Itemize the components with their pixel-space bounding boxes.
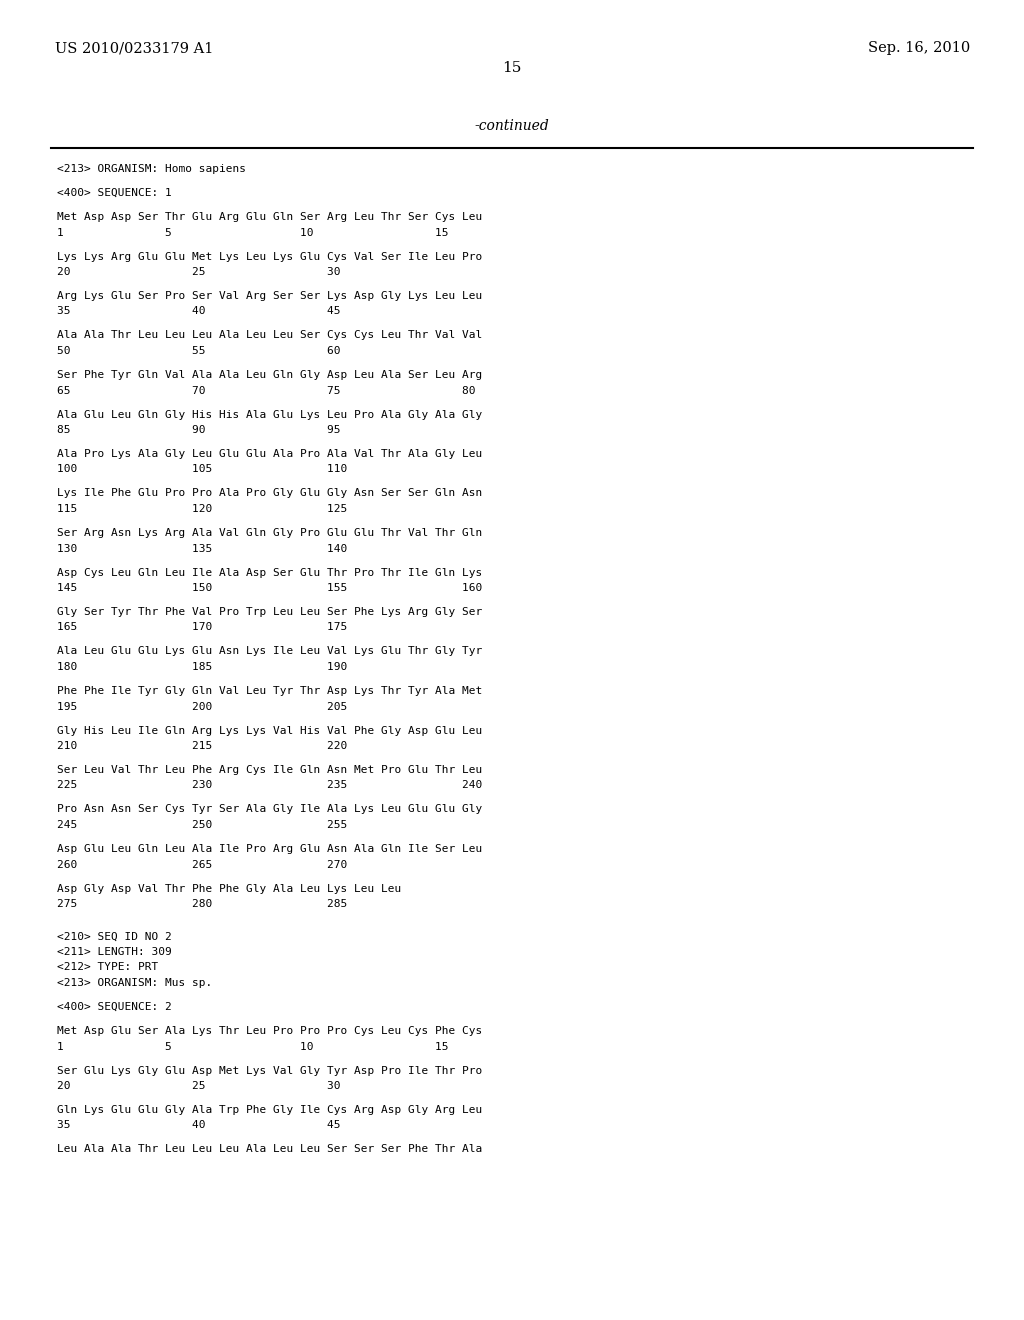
Text: 50                  55                  60: 50 55 60 [57,346,341,356]
Text: 195                 200                 205: 195 200 205 [57,701,347,711]
Text: 1               5                   10                  15: 1 5 10 15 [57,1041,449,1052]
Text: Gly His Leu Ile Gln Arg Lys Lys Val His Val Phe Gly Asp Glu Leu: Gly His Leu Ile Gln Arg Lys Lys Val His … [57,726,482,735]
Text: Met Asp Asp Ser Thr Glu Arg Glu Gln Ser Arg Leu Thr Ser Cys Leu: Met Asp Asp Ser Thr Glu Arg Glu Gln Ser … [57,213,482,222]
Text: 115                 120                 125: 115 120 125 [57,504,347,513]
Text: Ser Phe Tyr Gln Val Ala Ala Leu Gln Gly Asp Leu Ala Ser Leu Arg: Ser Phe Tyr Gln Val Ala Ala Leu Gln Gly … [57,370,482,380]
Text: Gly Ser Tyr Thr Phe Val Pro Trp Leu Leu Ser Phe Lys Arg Gly Ser: Gly Ser Tyr Thr Phe Val Pro Trp Leu Leu … [57,607,482,616]
Text: Phe Phe Ile Tyr Gly Gln Val Leu Tyr Thr Asp Lys Thr Tyr Ala Met: Phe Phe Ile Tyr Gly Gln Val Leu Tyr Thr … [57,686,482,696]
Text: 145                 150                 155                 160: 145 150 155 160 [57,583,482,593]
Text: Met Asp Glu Ser Ala Lys Thr Leu Pro Pro Pro Cys Leu Cys Phe Cys: Met Asp Glu Ser Ala Lys Thr Leu Pro Pro … [57,1026,482,1036]
Text: US 2010/0233179 A1: US 2010/0233179 A1 [55,41,213,55]
Text: <211> LENGTH: 309: <211> LENGTH: 309 [57,946,172,957]
Text: Ser Arg Asn Lys Arg Ala Val Gln Gly Pro Glu Glu Thr Val Thr Gln: Ser Arg Asn Lys Arg Ala Val Gln Gly Pro … [57,528,482,539]
Text: Lys Ile Phe Glu Pro Pro Ala Pro Gly Glu Gly Asn Ser Ser Gln Asn: Lys Ile Phe Glu Pro Pro Ala Pro Gly Glu … [57,488,482,499]
Text: 165                 170                 175: 165 170 175 [57,623,347,632]
Text: Leu Ala Ala Thr Leu Leu Leu Ala Leu Leu Ser Ser Ser Phe Thr Ala: Leu Ala Ala Thr Leu Leu Leu Ala Leu Leu … [57,1144,482,1155]
Text: 210                 215                 220: 210 215 220 [57,741,347,751]
Text: 275                 280                 285: 275 280 285 [57,899,347,909]
Text: Pro Asn Asn Ser Cys Tyr Ser Ala Gly Ile Ala Lys Leu Glu Glu Gly: Pro Asn Asn Ser Cys Tyr Ser Ala Gly Ile … [57,804,482,814]
Text: 180                 185                 190: 180 185 190 [57,663,347,672]
Text: Ser Glu Lys Gly Glu Asp Met Lys Val Gly Tyr Asp Pro Ile Thr Pro: Ser Glu Lys Gly Glu Asp Met Lys Val Gly … [57,1065,482,1076]
Text: <213> ORGANISM: Mus sp.: <213> ORGANISM: Mus sp. [57,978,212,987]
Text: 35                  40                  45: 35 40 45 [57,1121,341,1130]
Text: <210> SEQ ID NO 2: <210> SEQ ID NO 2 [57,932,172,941]
Text: 35                  40                  45: 35 40 45 [57,306,341,317]
Text: 245                 250                 255: 245 250 255 [57,820,347,830]
Text: -continued: -continued [475,119,549,133]
Text: 85                  90                  95: 85 90 95 [57,425,341,436]
Text: 260                 265                 270: 260 265 270 [57,859,347,870]
Text: 20                  25                  30: 20 25 30 [57,267,341,277]
Text: 65                  70                  75                  80: 65 70 75 80 [57,385,475,396]
Text: 20                  25                  30: 20 25 30 [57,1081,341,1092]
Text: Ala Pro Lys Ala Gly Leu Glu Glu Ala Pro Ala Val Thr Ala Gly Leu: Ala Pro Lys Ala Gly Leu Glu Glu Ala Pro … [57,449,482,459]
Text: Ala Leu Glu Glu Lys Glu Asn Lys Ile Leu Val Lys Glu Thr Gly Tyr: Ala Leu Glu Glu Lys Glu Asn Lys Ile Leu … [57,647,482,656]
Text: 130                 135                 140: 130 135 140 [57,544,347,553]
Text: Gln Lys Glu Glu Gly Ala Trp Phe Gly Ile Cys Arg Asp Gly Arg Leu: Gln Lys Glu Glu Gly Ala Trp Phe Gly Ile … [57,1105,482,1115]
Text: Ser Leu Val Thr Leu Phe Arg Cys Ile Gln Asn Met Pro Glu Thr Leu: Ser Leu Val Thr Leu Phe Arg Cys Ile Gln … [57,766,482,775]
Text: 1               5                   10                  15: 1 5 10 15 [57,227,449,238]
Text: Asp Cys Leu Gln Leu Ile Ala Asp Ser Glu Thr Pro Thr Ile Gln Lys: Asp Cys Leu Gln Leu Ile Ala Asp Ser Glu … [57,568,482,578]
Text: Sep. 16, 2010: Sep. 16, 2010 [867,41,970,55]
Text: Asp Gly Asp Val Thr Phe Phe Gly Ala Leu Lys Leu Leu: Asp Gly Asp Val Thr Phe Phe Gly Ala Leu … [57,883,401,894]
Text: 15: 15 [503,61,521,75]
Text: <400> SEQUENCE: 2: <400> SEQUENCE: 2 [57,1002,172,1012]
Text: 100                 105                 110: 100 105 110 [57,465,347,474]
Text: <212> TYPE: PRT: <212> TYPE: PRT [57,962,159,973]
Text: Asp Glu Leu Gln Leu Ala Ile Pro Arg Glu Asn Ala Gln Ile Ser Leu: Asp Glu Leu Gln Leu Ala Ile Pro Arg Glu … [57,843,482,854]
Text: Arg Lys Glu Ser Pro Ser Val Arg Ser Ser Lys Asp Gly Lys Leu Leu: Arg Lys Glu Ser Pro Ser Val Arg Ser Ser … [57,290,482,301]
Text: Ala Glu Leu Gln Gly His His Ala Glu Lys Leu Pro Ala Gly Ala Gly: Ala Glu Leu Gln Gly His His Ala Glu Lys … [57,409,482,420]
Text: <400> SEQUENCE: 1: <400> SEQUENCE: 1 [57,187,172,198]
Text: Lys Lys Arg Glu Glu Met Lys Leu Lys Glu Cys Val Ser Ile Leu Pro: Lys Lys Arg Glu Glu Met Lys Leu Lys Glu … [57,252,482,261]
Text: <213> ORGANISM: Homo sapiens: <213> ORGANISM: Homo sapiens [57,164,246,174]
Text: 225                 230                 235                 240: 225 230 235 240 [57,780,482,791]
Text: Ala Ala Thr Leu Leu Leu Ala Leu Leu Ser Cys Cys Leu Thr Val Val: Ala Ala Thr Leu Leu Leu Ala Leu Leu Ser … [57,330,482,341]
